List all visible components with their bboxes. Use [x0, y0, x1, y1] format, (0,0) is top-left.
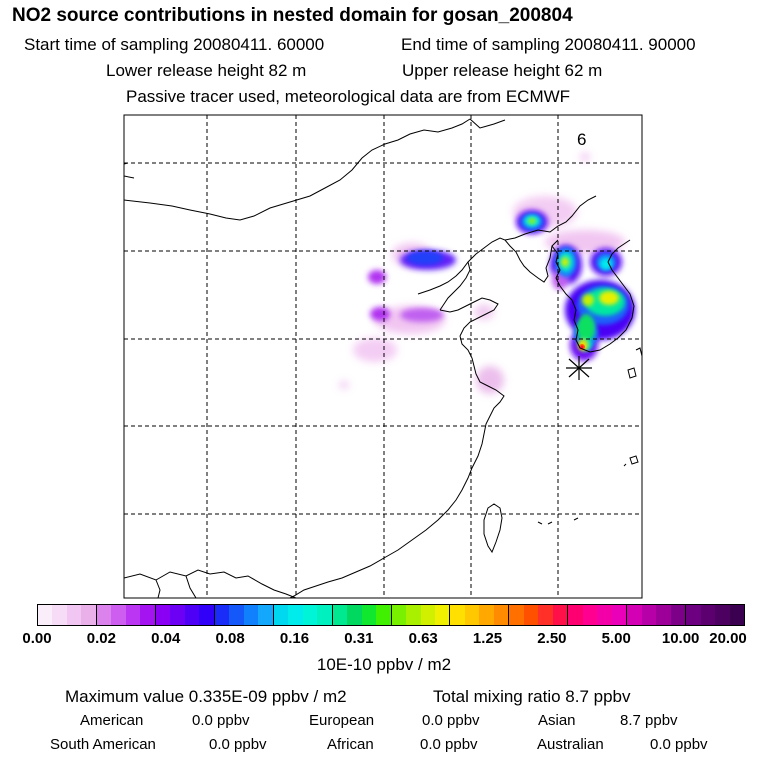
colorbar-swatch [273, 605, 289, 625]
end-time-label: End time of sampling 20080411. 90000 [401, 35, 696, 54]
colorbar-swatch [568, 605, 583, 625]
colorbar-segment [96, 605, 156, 625]
colorbar-swatch [140, 605, 155, 625]
colorbar-unit: 10E-10 ppbv / m2 [316, 655, 452, 674]
colorbar-swatch [656, 605, 671, 625]
colorbar-swatch [347, 605, 362, 625]
colorbar-tick-label: 1.25 [472, 630, 503, 647]
colorbar-swatch [627, 605, 642, 625]
colorbar-tick-label: 0.04 [151, 630, 181, 647]
concentration-field [339, 153, 635, 394]
colorbar-swatch [361, 605, 377, 625]
colorbar-tick-label: 0.00 [22, 630, 52, 647]
colorbar-swatch [52, 605, 67, 625]
american-value: 0.0 ppbv [192, 712, 250, 729]
colorbar-swatch [184, 605, 200, 625]
colorbar-segment [450, 605, 510, 625]
colorbar-swatch [434, 605, 450, 625]
colorbar-swatch [450, 605, 465, 625]
colorbar-swatch [214, 605, 230, 625]
colorbar-segment [627, 605, 687, 625]
colorbar-tick-label: 0.63 [408, 630, 438, 647]
colorbar-swatch [493, 605, 509, 625]
colorbar-swatch [479, 605, 494, 625]
colorbar-swatch [420, 605, 435, 625]
colorbar-swatch [552, 605, 568, 625]
colorbar-segment [214, 605, 274, 625]
colorbar-tick-label: 0.02 [86, 630, 116, 647]
colorbar-swatch [715, 605, 730, 625]
colorbar-swatch [38, 605, 53, 625]
colorbar-swatch [155, 605, 171, 625]
colorbar-segment [332, 605, 392, 625]
colorbar-segment [155, 605, 215, 625]
colorbar-swatch [332, 605, 348, 625]
colorbar-segment [391, 605, 451, 625]
american-label: American [80, 712, 144, 729]
colorbar-tick-label: 5.00 [601, 630, 631, 647]
colorbar-swatch [96, 605, 112, 625]
colorbar-swatch [243, 605, 259, 625]
colorbar-swatch [125, 605, 141, 625]
colorbar-tick-label: 2.50 [537, 630, 567, 647]
colorbar-tick-label: 20.00 [709, 630, 747, 647]
colorbar-tick-label: 0.31 [344, 630, 374, 647]
colorbar-tick-label: 10.00 [661, 630, 700, 647]
european-label: European [309, 712, 375, 729]
colorbar-swatch [199, 605, 214, 625]
maximum-value: Maximum value 0.335E-09 ppbv / m2 [65, 687, 347, 706]
colorbar-swatch [111, 605, 126, 625]
colorbar-swatch [391, 605, 407, 625]
colorbar-swatch [302, 605, 318, 625]
colorbar-segment [568, 605, 628, 625]
colorbar-swatch [317, 605, 332, 625]
colorbar-swatch [670, 605, 686, 625]
colorbar [37, 604, 745, 626]
upper-release-height: Upper release height 62 m [402, 61, 603, 80]
plot-title: NO2 source contributions in nested domai… [12, 5, 573, 26]
colorbar-swatch [538, 605, 553, 625]
coastlines [124, 118, 642, 598]
colorbar-segment [686, 605, 745, 625]
colorbar-swatch [66, 605, 82, 625]
colorbar-swatch [509, 605, 524, 625]
colorbar-swatch [641, 605, 657, 625]
asian-label: Asian [538, 712, 576, 729]
colorbar-tick-label: 0.08 [215, 630, 245, 647]
australian-value: 0.0 ppbv [650, 736, 708, 753]
colorbar-swatch [170, 605, 185, 625]
colorbar-tick-label: 0.16 [279, 630, 310, 647]
colorbar-swatch [700, 605, 716, 625]
asian-value: 8.7 ppbv [620, 712, 678, 729]
colorbar-swatch [229, 605, 244, 625]
lower-release-height: Lower release height 82 m [106, 61, 307, 80]
start-time-label: Start time of sampling 20080411. 60000 [24, 35, 325, 54]
european-value: 0.0 ppbv [422, 712, 480, 729]
map-number-label: 6 [577, 130, 587, 149]
colorbar-swatch [582, 605, 598, 625]
australian-label: Australian [537, 736, 604, 753]
colorbar-segment [273, 605, 333, 625]
colorbar-swatch [81, 605, 96, 625]
colorbar-swatch [288, 605, 303, 625]
colorbar-swatch [376, 605, 391, 625]
colorbar-swatch [729, 605, 745, 625]
colorbar-swatch [258, 605, 273, 625]
colorbar-swatch [523, 605, 539, 625]
south-american-label: South American [50, 736, 156, 753]
african-label: African [327, 736, 374, 753]
colorbar-segment [509, 605, 569, 625]
colorbar-swatch [464, 605, 480, 625]
colorbar-swatch [686, 605, 701, 625]
colorbar-segment [38, 605, 97, 625]
south-american-value: 0.0 ppbv [209, 736, 267, 753]
colorbar-swatch [611, 605, 627, 625]
colorbar-swatch [597, 605, 612, 625]
african-value: 0.0 ppbv [420, 736, 478, 753]
tracer-note: Passive tracer used, meteorological data… [126, 87, 571, 106]
colorbar-swatch [406, 605, 421, 625]
receptor-star-icon [566, 356, 592, 380]
total-mixing-ratio: Total mixing ratio 8.7 ppbv [433, 687, 631, 706]
